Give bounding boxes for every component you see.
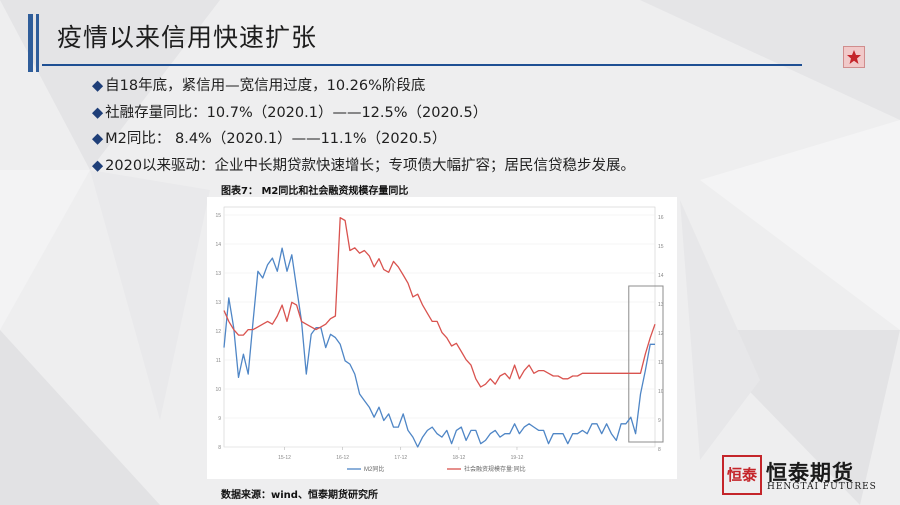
title-accent-bars xyxy=(0,14,42,72)
y-right-tick-label: 13 xyxy=(658,302,664,308)
x-tick-label: 15-12 xyxy=(278,455,291,461)
bullet-item: ◆ 自18年底，紧信用—宽信用过度，10.26%阶段底 xyxy=(92,78,426,94)
page-title: 疫情以来信用快速扩张 xyxy=(57,23,318,52)
x-tick-label: 16-12 xyxy=(336,455,349,461)
chart-panel: 8 9 10 11 12 13 13 14 15 8 9 10 11 12 13 14 15 16 15-12 16-… xyxy=(207,197,677,479)
bullet-item: ◆ M2同比： 8.4%（2020.1）——11.1%（2020.5） xyxy=(92,131,447,147)
bullet-item: ◆ 社融存量同比：10.7%（2020.1）——12.5%（2020.5） xyxy=(92,104,488,121)
y-right-tick-label: 11 xyxy=(658,360,663,366)
y-right-tick-label: 12 xyxy=(658,331,664,337)
series-line-m2 xyxy=(223,247,655,448)
bullet-item: ◆ 2020以来驱动：企业中长期贷款快速增长；专项债大幅扩容；居民信贷稳步发展。 xyxy=(92,157,636,174)
star-icon xyxy=(847,50,861,64)
logo-seal: 恒泰 xyxy=(722,455,762,495)
y-left-tick-label: 15 xyxy=(215,213,221,219)
y-right-tick-label: 14 xyxy=(658,273,664,279)
y-right-tick-label: 8 xyxy=(658,447,661,453)
y-left-tick-label: 10 xyxy=(215,387,221,393)
title-underline xyxy=(42,64,802,66)
diamond-bullet-icon: ◆ xyxy=(92,78,104,94)
y-left-tick-label: 13 xyxy=(215,300,221,306)
y-left-tick-label: 14 xyxy=(215,242,221,248)
y-left-tick-label: 11 xyxy=(216,358,221,364)
diamond-bullet-icon: ◆ xyxy=(92,131,104,147)
y-right-tick-label: 9 xyxy=(658,418,661,424)
data-source-note: 数据来源：wind、恒泰期货研究所 xyxy=(221,490,378,501)
y-right-tick-label: 16 xyxy=(658,215,664,221)
y-left-tick-label: 12 xyxy=(215,329,221,335)
series-line-tsf xyxy=(223,217,656,388)
legend-label: M2同比 xyxy=(364,465,384,473)
x-tick-label: 17-12 xyxy=(394,455,407,461)
x-tick-label: 19-12 xyxy=(511,455,524,461)
line-chart: 8 9 10 11 12 13 13 14 15 8 9 10 11 12 13 14 15 16 15-12 16-… xyxy=(215,206,664,473)
y-left-tick-label: 8 xyxy=(218,445,221,451)
bullet-list: ◆ 自18年底，紧信用—宽信用过度，10.26%阶段底 ◆ 社融存量同比：10.7%… xyxy=(92,73,635,179)
diamond-bullet-icon: ◆ xyxy=(92,104,104,121)
star-badge xyxy=(843,46,865,68)
y-left-tick-label: 9 xyxy=(218,416,221,422)
diamond-bullet-icon: ◆ xyxy=(92,157,104,174)
logo-name-cn: 恒泰期货 xyxy=(766,461,854,485)
x-tick-label: 18-12 xyxy=(452,455,465,461)
logo-name-en: HENGTAI FUTURES xyxy=(767,482,877,492)
highlight-box xyxy=(628,285,664,443)
figure-title: 图表7： M2同比和社会融资规模存量同比 xyxy=(221,186,409,197)
y-right-tick-label: 10 xyxy=(658,389,664,395)
y-right-tick-label: 15 xyxy=(658,244,664,250)
legend-label: 社会融资规模存量:同比 xyxy=(464,465,526,473)
y-left-tick-label: 13 xyxy=(215,271,221,277)
